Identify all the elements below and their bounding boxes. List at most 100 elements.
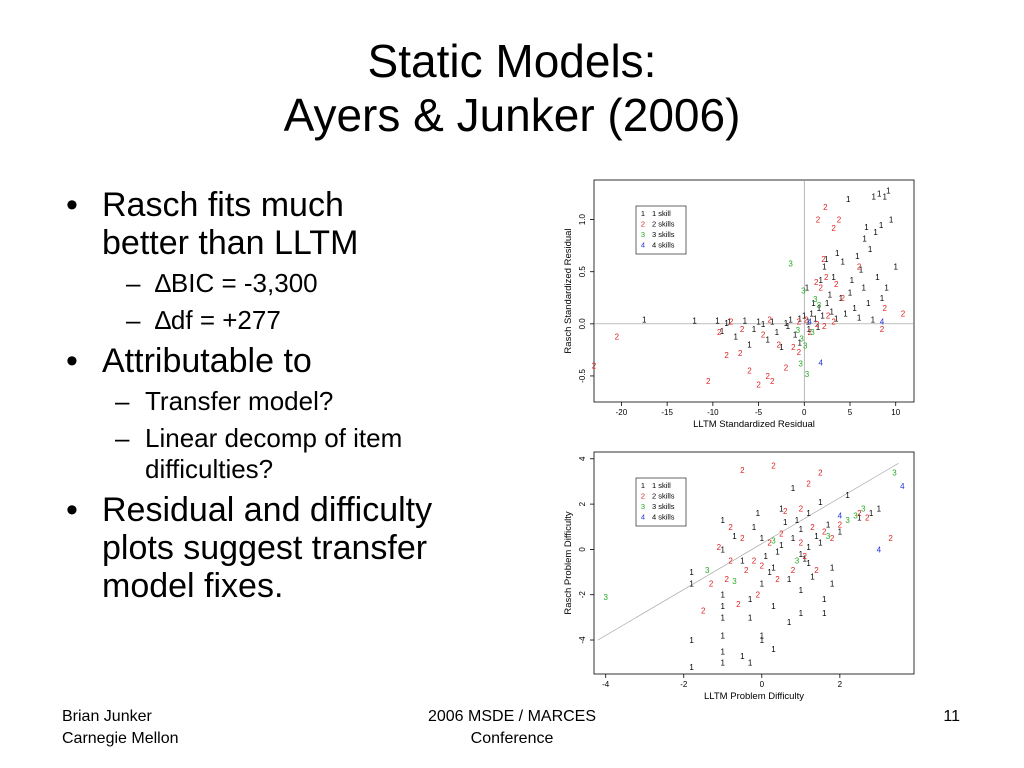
data-point-1-skill: 1 xyxy=(879,221,884,230)
legend-marker: 3 xyxy=(641,502,645,511)
data-point-1-skill: 1 xyxy=(846,195,851,204)
data-point-2-skill: 2 xyxy=(724,575,729,584)
data-point-1-skill: 1 xyxy=(763,552,768,561)
data-point-1-skill: 1 xyxy=(752,523,757,532)
data-point-1-skill: 1 xyxy=(817,304,822,313)
delta-symbol: ∆ xyxy=(155,305,171,335)
legend-label: 2 skills xyxy=(652,220,675,229)
y-tick-label: 0 xyxy=(578,547,587,552)
data-point-2-skill: 2 xyxy=(804,316,809,325)
data-point-3-skill: 3 xyxy=(795,557,800,566)
data-point-2-skill: 2 xyxy=(756,591,761,600)
data-point-3-skill: 3 xyxy=(732,577,737,586)
data-point-1-skill: 1 xyxy=(791,534,796,543)
data-point-3-skill: 3 xyxy=(799,334,804,343)
data-point-1-skill: 1 xyxy=(830,564,835,573)
data-point-2-skill: 2 xyxy=(717,543,722,552)
dash-marker: – xyxy=(115,386,130,416)
data-point-2-skill: 2 xyxy=(816,216,821,225)
data-point-2-skill: 2 xyxy=(826,311,831,320)
data-point-2-skill: 2 xyxy=(834,280,839,289)
data-point-1-skill: 1 xyxy=(760,579,765,588)
data-point-2-skill: 2 xyxy=(776,341,781,350)
data-point-1-skill: 1 xyxy=(689,663,694,672)
bullet-residual-line1: Residual and difficulty xyxy=(102,491,433,529)
data-point-2-skill: 2 xyxy=(822,527,827,536)
data-point-2-skill: 2 xyxy=(819,283,824,292)
y-tick-label: 0.0 xyxy=(578,318,587,330)
data-point-1-skill: 1 xyxy=(779,505,784,514)
y-tick-label: -2 xyxy=(578,591,587,599)
data-point-1-skill: 1 xyxy=(889,216,894,225)
data-point-2-skill: 2 xyxy=(831,224,836,233)
data-point-2-skill: 2 xyxy=(729,318,734,327)
data-point-3-skill: 3 xyxy=(771,536,776,545)
transfer-text: Transfer model? xyxy=(145,386,334,416)
data-point-1-skill: 1 xyxy=(721,516,726,525)
data-point-2-skill: 2 xyxy=(791,343,796,352)
data-point-1-skill: 1 xyxy=(855,252,860,261)
dash-marker: – xyxy=(126,305,141,335)
data-point-4-skill: 4 xyxy=(819,358,824,367)
legend-marker: 4 xyxy=(641,241,645,250)
title-line-1: Static Models: xyxy=(367,35,657,87)
data-point-1-skill: 1 xyxy=(721,647,726,656)
data-point-2-skill: 2 xyxy=(838,520,843,529)
footer-author-name: Brian Junker xyxy=(62,708,152,725)
data-point-1-skill: 1 xyxy=(840,257,845,266)
y-tick-label: 4 xyxy=(578,456,587,461)
data-point-1-skill: 1 xyxy=(877,505,882,514)
data-point-1-skill: 1 xyxy=(824,255,829,264)
data-point-2-skill: 2 xyxy=(738,349,743,358)
data-point-3-skill: 3 xyxy=(803,342,808,351)
data-point-2-skill: 2 xyxy=(767,316,772,325)
footer-conference-line2: Conference xyxy=(470,730,554,747)
data-point-3-skill: 3 xyxy=(892,468,897,477)
data-point-1-skill: 1 xyxy=(760,636,765,645)
plot-frame xyxy=(593,451,915,675)
data-point-1-skill: 1 xyxy=(830,579,835,588)
data-point-1-skill: 1 xyxy=(848,289,853,298)
data-point-3-skill: 3 xyxy=(788,259,793,268)
data-point-1-skill: 1 xyxy=(721,631,726,640)
residual-scatter-plot: -20 -15 -10 -5 0 5 10 -0.5 0.0 0.5 1.0 LLTM Standar… xyxy=(563,179,915,430)
data-point-1-skill: 1 xyxy=(813,315,818,324)
data-point-1-skill: 1 xyxy=(819,276,824,285)
data-point-1-skill: 1 xyxy=(875,273,880,282)
data-point-2-skill: 2 xyxy=(767,539,772,548)
data-point-2-skill: 2 xyxy=(744,566,749,575)
data-point-1-skill: 1 xyxy=(793,330,798,339)
data-point-1-skill: 1 xyxy=(868,245,873,254)
data-point-1-skill: 1 xyxy=(752,325,757,334)
data-point-2-skill: 2 xyxy=(779,530,784,539)
data-point-1-skill: 1 xyxy=(886,186,891,195)
data-point-1-skill: 1 xyxy=(771,645,776,654)
sub-bullet-bic: – ∆BIC = -3,300 xyxy=(60,268,500,299)
sub-bullet-df: – ∆df = +277 xyxy=(60,305,500,336)
data-point-2-skill: 2 xyxy=(747,367,752,376)
data-point-1-skill: 1 xyxy=(864,223,869,232)
data-point-2-skill: 2 xyxy=(760,561,765,570)
data-point-3-skill: 3 xyxy=(813,295,818,304)
data-point-1-skill: 1 xyxy=(810,573,815,582)
y-axis-label: Rasch Problem Difficulty xyxy=(563,511,574,615)
sub-bullet-decomp: – Linear decomp of item difficulties? xyxy=(60,423,500,485)
data-point-1-skill: 1 xyxy=(857,314,862,323)
data-point-2-skill: 2 xyxy=(765,372,770,381)
data-point-1-skill: 1 xyxy=(866,299,871,308)
data-point-2-skill: 2 xyxy=(752,557,757,566)
x-tick-label: -15 xyxy=(661,408,673,417)
bullet-residual: Residual and difficulty plots suggest tr… xyxy=(60,491,500,605)
data-point-1-skill: 1 xyxy=(799,586,804,595)
x-tick-label: 2 xyxy=(838,680,843,689)
data-point-2-skill: 2 xyxy=(724,351,729,360)
data-point-1-skill: 1 xyxy=(761,320,766,329)
data-point-1-skill: 1 xyxy=(783,518,788,527)
dash-marker: – xyxy=(126,268,141,298)
data-point-1-skill: 1 xyxy=(799,525,804,534)
data-point-1-skill: 1 xyxy=(721,591,726,600)
legend-label: 4 skills xyxy=(652,513,675,522)
data-point-3-skill: 3 xyxy=(810,328,815,337)
data-point-1-skill: 1 xyxy=(831,273,836,282)
data-point-1-skill: 1 xyxy=(784,319,789,328)
